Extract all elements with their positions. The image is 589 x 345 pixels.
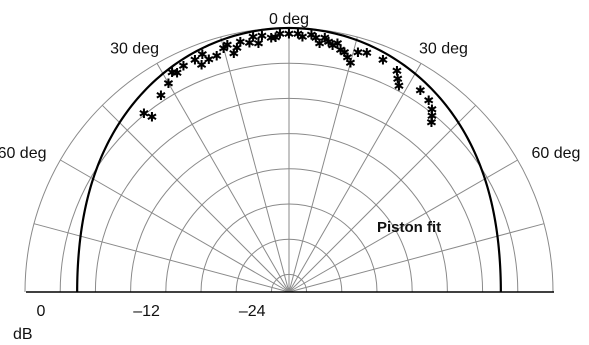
grid-spoke bbox=[288, 36, 358, 293]
angle-label: 0 deg bbox=[269, 11, 309, 28]
grid-ring bbox=[200, 203, 378, 293]
data-point: ✱ bbox=[393, 79, 404, 94]
grid-spoke bbox=[288, 159, 518, 293]
data-point: ✱ bbox=[275, 27, 286, 42]
grid-ring bbox=[130, 133, 448, 293]
data-point: ✱ bbox=[392, 65, 403, 80]
data-point: ✱ bbox=[257, 30, 268, 45]
data-point: ✱ bbox=[266, 31, 277, 46]
data-point: ✱ bbox=[332, 37, 343, 52]
data-point: ✱ bbox=[167, 66, 178, 81]
grid-spoke bbox=[101, 104, 290, 293]
angle-label: 30 deg bbox=[110, 41, 159, 58]
angle-label: 60 deg bbox=[532, 145, 581, 162]
grid-ring bbox=[165, 168, 413, 293]
data-point: ✱ bbox=[232, 42, 243, 57]
grid-ring bbox=[94, 97, 484, 293]
radial-tick-label: –24 bbox=[239, 303, 266, 320]
angle-labels: 0 deg 30 deg 30 deg 60 deg 60 deg bbox=[0, 11, 580, 162]
data-point: ✱ bbox=[211, 50, 222, 65]
data-point: ✱ bbox=[339, 46, 350, 61]
grid-spoke bbox=[288, 104, 477, 293]
grid-spokes bbox=[33, 28, 545, 293]
data-point: ✱ bbox=[178, 60, 189, 75]
grid-spoke bbox=[220, 36, 290, 293]
data-point: ✱ bbox=[270, 31, 281, 46]
annotation-piston-fit: Piston fit bbox=[377, 219, 441, 236]
data-point: ✱ bbox=[203, 53, 214, 68]
data-point: ✱ bbox=[248, 31, 259, 46]
data-point: ✱ bbox=[314, 37, 325, 52]
data-point: ✱ bbox=[172, 67, 183, 82]
data-point: ✱ bbox=[323, 36, 334, 51]
grid-rings bbox=[24, 27, 554, 293]
grid-spoke bbox=[60, 159, 290, 293]
data-point: ✱ bbox=[297, 30, 308, 45]
data-point: ✱ bbox=[426, 116, 437, 131]
data-point: ✱ bbox=[228, 47, 239, 62]
measured-points: ✱✱✱✱✱✱✱ ✱✱✱✱✱✱✱✱✱✱✱✱✱✱✱✱✱✱✱✱✱✱✱✱✱✱✱✱✱✱✱✱✱… bbox=[138, 27, 437, 131]
data-point: ✱ bbox=[423, 94, 434, 109]
data-point: ✱ bbox=[327, 39, 338, 54]
data-point: ✱ bbox=[244, 37, 255, 52]
grid-spoke bbox=[156, 63, 290, 293]
data-point: ✱ bbox=[361, 47, 372, 62]
grid-ring bbox=[59, 62, 519, 293]
angle-label: 30 deg bbox=[419, 41, 468, 58]
data-point: ✱ bbox=[310, 31, 321, 46]
unit-label: dB bbox=[13, 326, 33, 343]
data-point: ✱ bbox=[156, 89, 167, 104]
data-point: ✱ bbox=[197, 48, 208, 63]
data-point: ✱ bbox=[253, 37, 264, 52]
grid-ring bbox=[235, 238, 343, 293]
piston-fit-curve bbox=[76, 26, 502, 293]
grid-ring bbox=[270, 273, 308, 293]
grid-spoke bbox=[288, 63, 422, 293]
data-point: ✱ bbox=[378, 54, 389, 69]
data-point: ✱ bbox=[163, 77, 174, 92]
data-point: ✱ bbox=[427, 103, 438, 118]
data-point: ✱ bbox=[196, 58, 207, 73]
radial-tick-label: –12 bbox=[133, 303, 160, 320]
data-point: ✱ bbox=[190, 54, 201, 69]
data-point: ✱ bbox=[345, 57, 356, 72]
grid-spoke bbox=[33, 223, 290, 293]
data-point: ✱ bbox=[235, 36, 246, 51]
data-point: ✱ bbox=[342, 51, 353, 66]
data-point: ✱ bbox=[415, 84, 426, 99]
radial-tick-label: 0 bbox=[37, 303, 46, 320]
grid-spoke bbox=[288, 223, 545, 293]
data-point: ✱ bbox=[146, 111, 157, 126]
data-point: ✱ bbox=[319, 32, 330, 47]
data-point: ✱ bbox=[218, 42, 229, 57]
data-point: ✱ bbox=[293, 27, 304, 42]
data-point: ✱ bbox=[306, 28, 317, 43]
radial-tick-labels: 0 –12 –24 bbox=[37, 303, 266, 320]
data-point: ✱ bbox=[222, 38, 233, 53]
angle-label: 60 deg bbox=[0, 145, 47, 162]
data-point: ✱ bbox=[335, 43, 346, 58]
data-point: ✱ bbox=[426, 110, 437, 125]
data-point: ✱ bbox=[284, 27, 295, 42]
data-point: ✱ bbox=[392, 73, 403, 88]
data-point: ✱ bbox=[352, 46, 363, 61]
data-point: ✱ bbox=[138, 107, 149, 122]
